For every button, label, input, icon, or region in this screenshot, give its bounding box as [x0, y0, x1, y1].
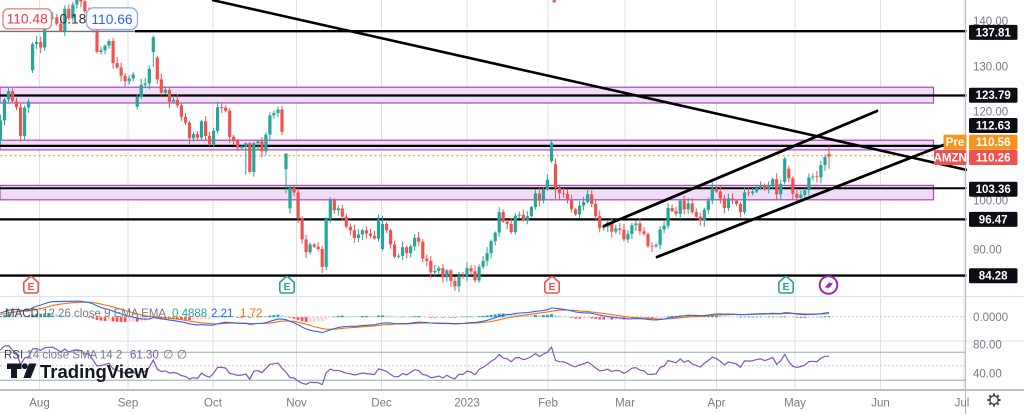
svg-text:112.63: 112.63: [976, 120, 1011, 132]
svg-text:Mar: Mar: [615, 397, 635, 409]
svg-text:Nov: Nov: [286, 397, 307, 409]
svg-text:Dec: Dec: [371, 397, 392, 409]
svg-text:120.00: 120.00: [973, 106, 1008, 118]
svg-text:Pre: Pre: [946, 137, 965, 149]
svg-text:E: E: [548, 281, 555, 293]
svg-text:MACD 12 26 close 9 EMA EMA: MACD 12 26 close 9 EMA EMA: [5, 308, 166, 320]
svg-text:Sep: Sep: [118, 397, 138, 409]
svg-text:100.00: 100.00: [973, 196, 1008, 208]
svg-text:2.21: 2.21: [211, 308, 233, 320]
svg-text:AMZN: AMZN: [934, 152, 967, 164]
svg-text:Apr: Apr: [708, 397, 726, 409]
svg-text:TradingView: TradingView: [40, 361, 149, 382]
svg-text:96.47: 96.47: [979, 214, 1008, 226]
svg-text:40.00: 40.00: [973, 368, 1002, 380]
svg-text:130.00: 130.00: [973, 62, 1008, 74]
svg-text:90.00: 90.00: [973, 244, 1002, 256]
svg-text:61.30: 61.30: [130, 349, 159, 361]
svg-text:80.00: 80.00: [973, 340, 1002, 352]
svg-text:110.56: 110.56: [976, 137, 1011, 149]
svg-text:0.0000: 0.0000: [973, 312, 1008, 324]
svg-text:Oct: Oct: [204, 397, 223, 409]
svg-text:May: May: [784, 397, 806, 409]
svg-text:0.18: 0.18: [60, 12, 87, 27]
svg-text:E: E: [27, 281, 34, 293]
svg-text:RSI 14 close SMA 14 2: RSI 14 close SMA 14 2: [4, 349, 122, 361]
svg-text:0.4888: 0.4888: [172, 308, 207, 320]
svg-text:∅ ∅: ∅ ∅: [163, 347, 187, 361]
svg-text:103.36: 103.36: [976, 184, 1011, 196]
svg-text:Aug: Aug: [29, 397, 49, 409]
svg-text:2023: 2023: [454, 397, 480, 409]
svg-text:84.28: 84.28: [979, 271, 1008, 283]
svg-text:137.81: 137.81: [976, 27, 1012, 39]
svg-text:123.79: 123.79: [976, 90, 1011, 102]
svg-text:110.26: 110.26: [976, 152, 1011, 164]
svg-text:110.66: 110.66: [91, 12, 133, 27]
svg-text:E: E: [782, 281, 789, 293]
svg-text:Jun: Jun: [871, 397, 890, 409]
svg-text:Jul: Jul: [955, 397, 970, 409]
svg-text:1.72: 1.72: [240, 308, 262, 320]
svg-text:Feb: Feb: [538, 397, 558, 409]
svg-text:E: E: [283, 281, 290, 293]
svg-text:110.48: 110.48: [7, 12, 49, 27]
